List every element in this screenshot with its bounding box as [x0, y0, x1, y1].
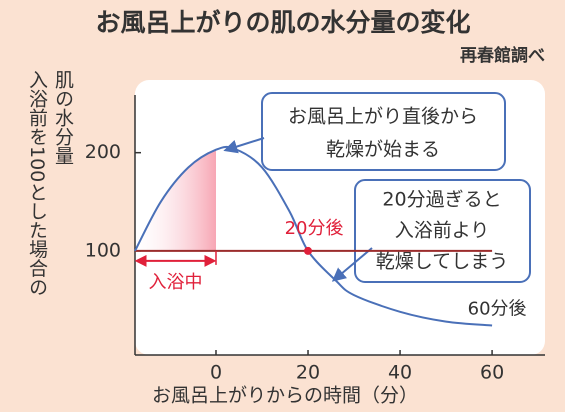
y-label: 入浴前を100とした場合の — [26, 70, 48, 296]
y-tick-label: 200 — [85, 141, 121, 163]
callout-box — [354, 179, 531, 283]
x-label: お風呂上がりからの時間（分） — [152, 385, 418, 407]
callout-text: 乾燥してしまう — [376, 251, 508, 273]
x-tick-label: 20 — [296, 362, 320, 384]
callout-text: 入浴前より — [395, 220, 490, 242]
point-label: 60分後 — [468, 299, 527, 320]
chart-subtitle: 再春館調べ — [460, 45, 545, 66]
callout-arrow — [331, 247, 373, 282]
y-label: 肌の水分量 — [52, 70, 74, 165]
data-line — [134, 145, 493, 327]
callout-text: お風呂上がり直後から — [288, 106, 478, 128]
x-tick-label: 0 — [210, 362, 222, 384]
point-marker — [304, 246, 313, 255]
callout-box — [261, 92, 506, 171]
y-tick-label: 100 — [85, 239, 121, 261]
callout-text: 20分過ぎると — [382, 189, 501, 211]
chart-title: お風呂上がりの肌の水分量の変化 — [95, 8, 470, 37]
bath-label: 入浴中 — [148, 272, 202, 293]
x-tick-label: 60 — [480, 362, 504, 384]
point-label: 20分後 — [285, 218, 344, 239]
x-tick-label: 40 — [388, 362, 412, 384]
callout-text: 乾燥が始まる — [326, 139, 440, 161]
shaded-area — [135, 149, 216, 251]
